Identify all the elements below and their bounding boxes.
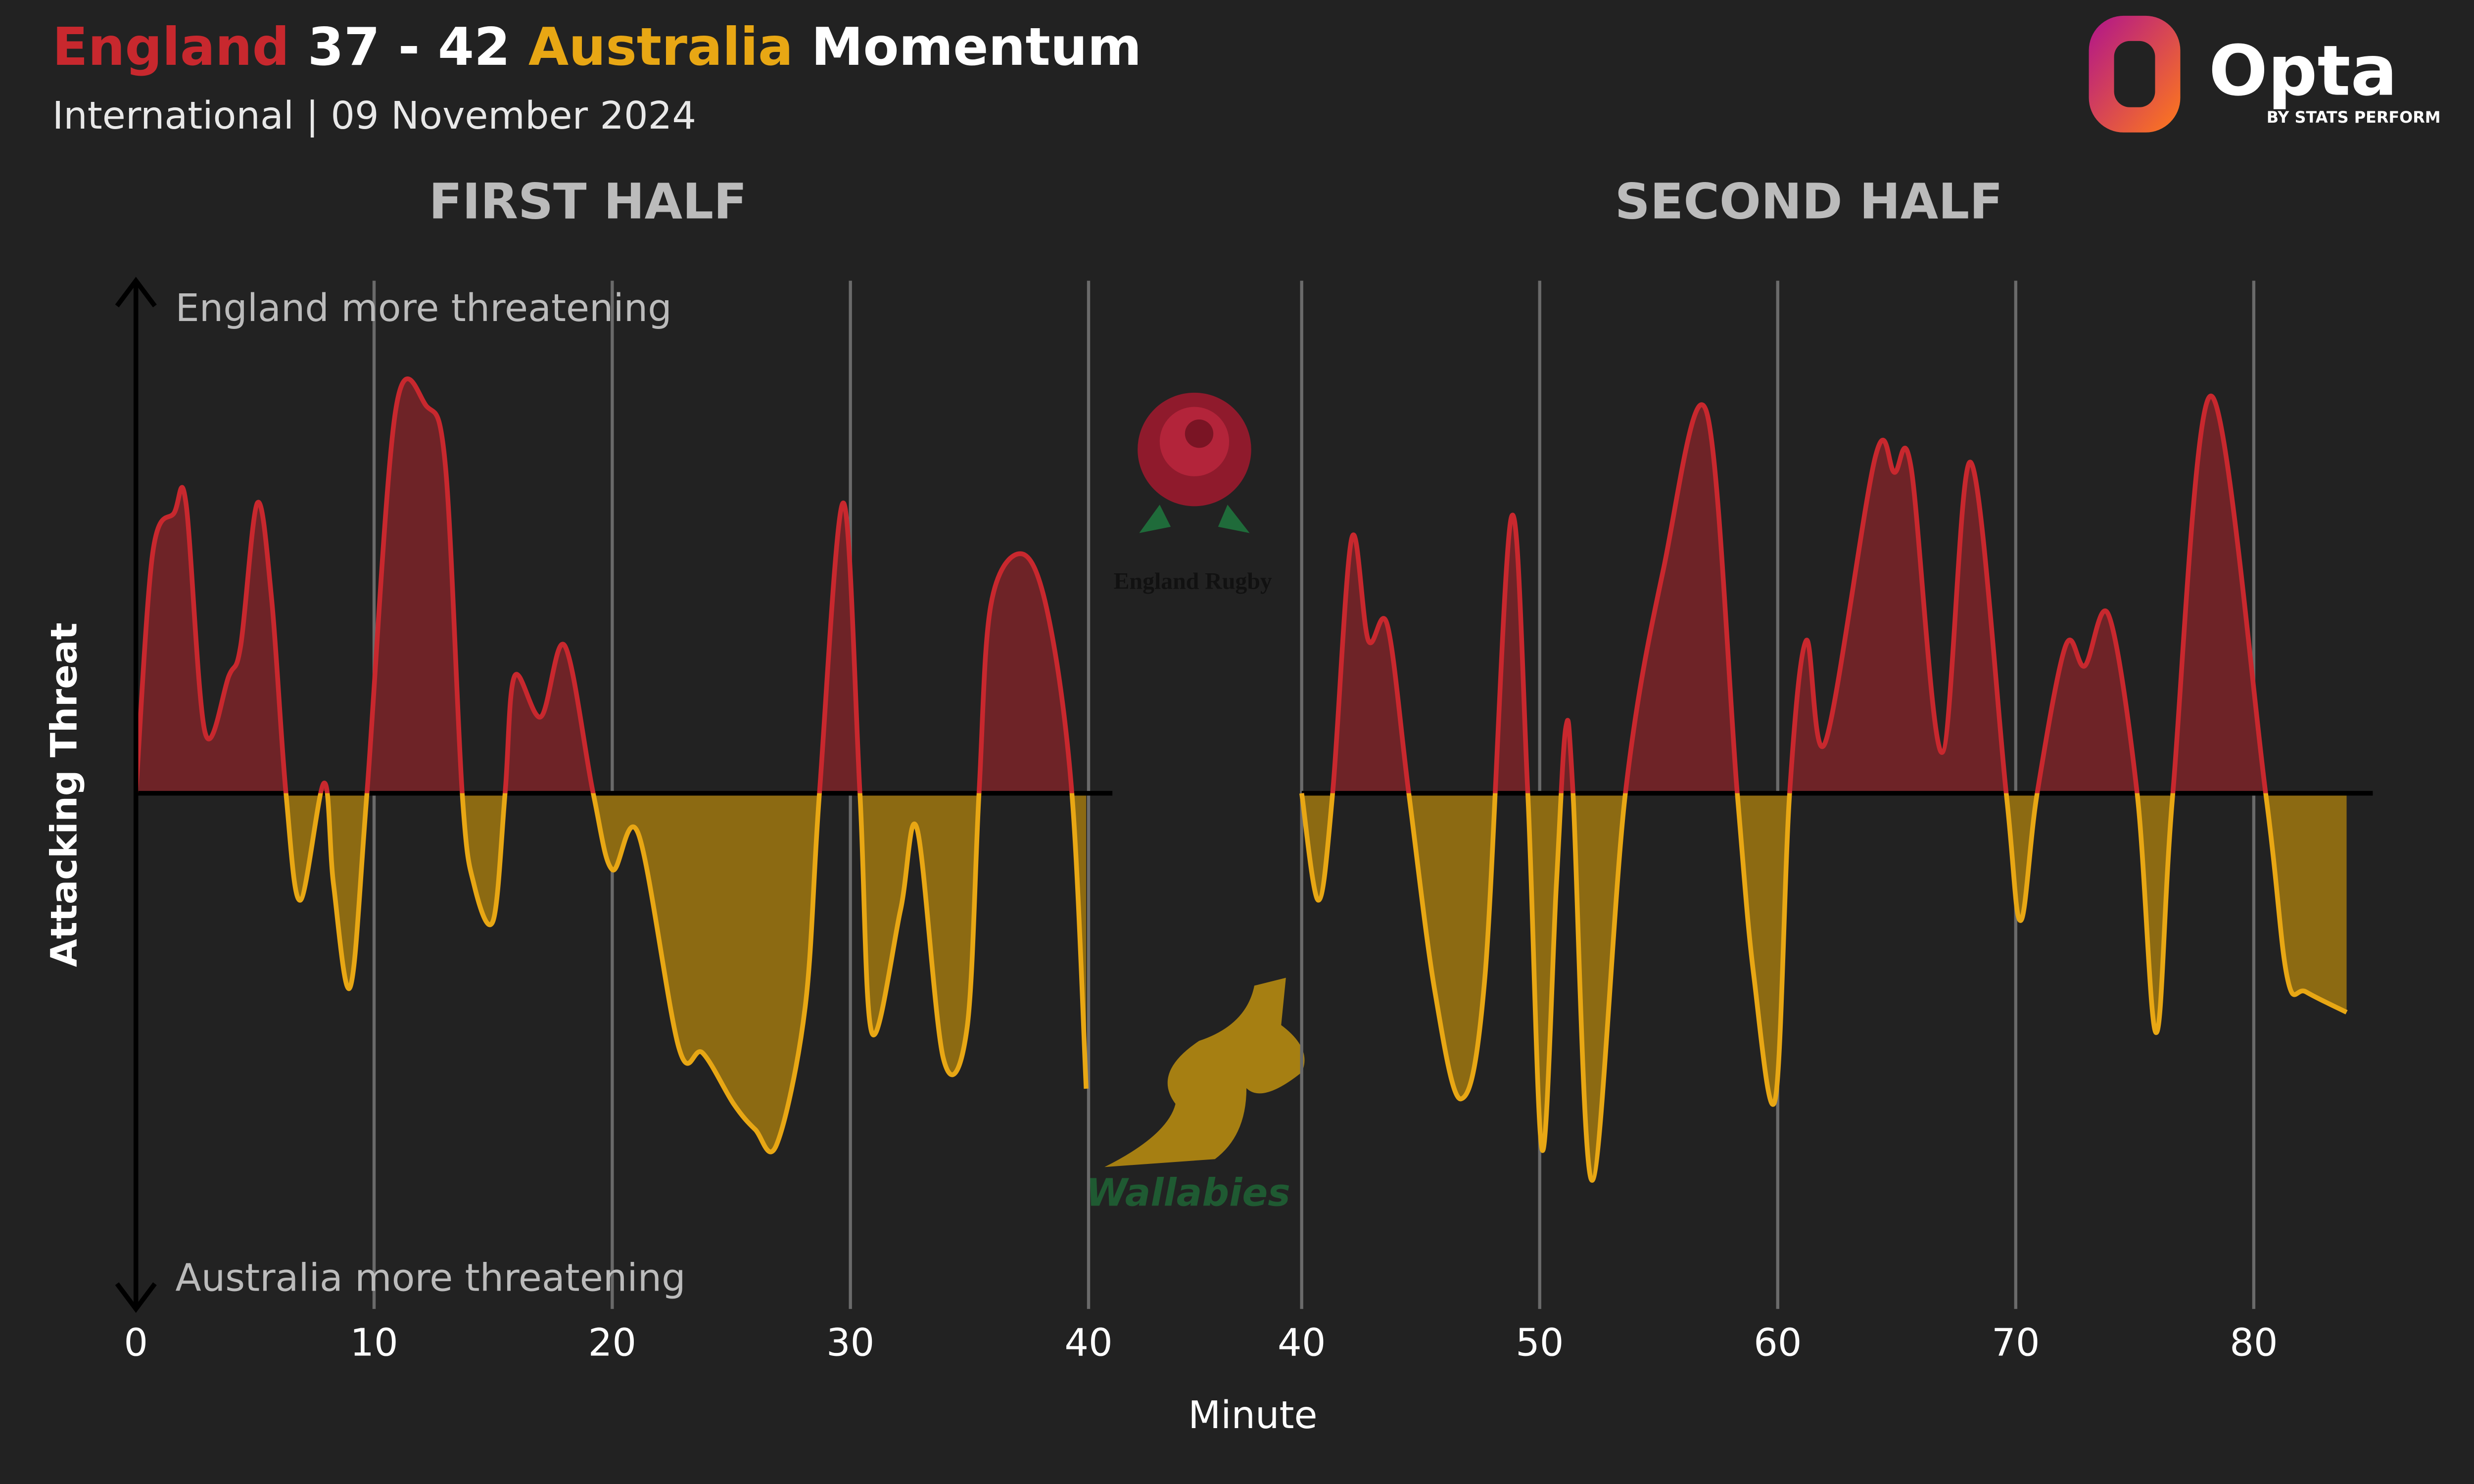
x-axis-label: Minute	[1188, 1393, 1317, 1438]
x-tick-label: 50	[1516, 1321, 1564, 1365]
brand-mark-hole	[2114, 41, 2155, 107]
away-logo-text: Wallabies	[1086, 1171, 1290, 1215]
x-tick-label: 80	[2230, 1321, 2278, 1365]
momentum-line	[133, 376, 1089, 1155]
momentum-line	[1299, 393, 2348, 1183]
panel-title: FIRST HALF	[429, 173, 747, 230]
brand-sub: BY STATS PERFORM	[2267, 108, 2441, 127]
subtitle: International | 09 November 2024	[52, 94, 696, 138]
brand-logo: Opta BY STATS PERFORM	[2089, 15, 2441, 133]
panels: FIRST HALF 0 10 20 30 40 SECOND HALF 40 50 60 70 80	[124, 173, 2373, 1365]
y-axis-label: Attacking Threat	[43, 623, 85, 967]
score: 37 - 42	[308, 16, 511, 77]
x-tick-label: 20	[588, 1321, 636, 1365]
away-logo: Wallabies	[1086, 977, 1305, 1215]
annotation-top: England more threatening	[175, 286, 671, 330]
x-tick-label: 0	[124, 1321, 148, 1365]
rose-leaves	[1139, 505, 1250, 533]
away-team: Australia	[528, 16, 793, 77]
title-suffix: Momentum	[811, 16, 1142, 77]
x-tick-label: 30	[826, 1321, 874, 1365]
momentum-area	[1301, 396, 2347, 1181]
rose-center	[1185, 419, 1214, 448]
annotation-bottom: Australia more threatening	[175, 1256, 685, 1300]
arrow-heads	[115, 277, 157, 1313]
home-logo-text: England Rugby	[1114, 568, 1272, 595]
x-tick-label: 40	[1064, 1321, 1112, 1365]
x-tick-label: 40	[1278, 1321, 1326, 1365]
y-axis-arrow	[115, 277, 157, 1313]
chart-title: England 37 - 42 Australia Momentum	[52, 16, 1142, 77]
home-team: England	[52, 16, 289, 77]
panel-title: SECOND HALF	[1615, 173, 2003, 230]
brand-name: Opta	[2209, 31, 2397, 112]
home-logo: England Rugby	[1114, 392, 1272, 595]
panel: SECOND HALF 40 50 60 70 80	[1278, 173, 2373, 1365]
panel: FIRST HALF 0 10 20 30 40	[124, 173, 1112, 1365]
x-tick-label: 60	[1754, 1321, 1802, 1365]
x-tick-label: 10	[350, 1321, 398, 1365]
kangaroo	[1104, 977, 1305, 1167]
x-tick-label: 70	[1992, 1321, 2040, 1365]
